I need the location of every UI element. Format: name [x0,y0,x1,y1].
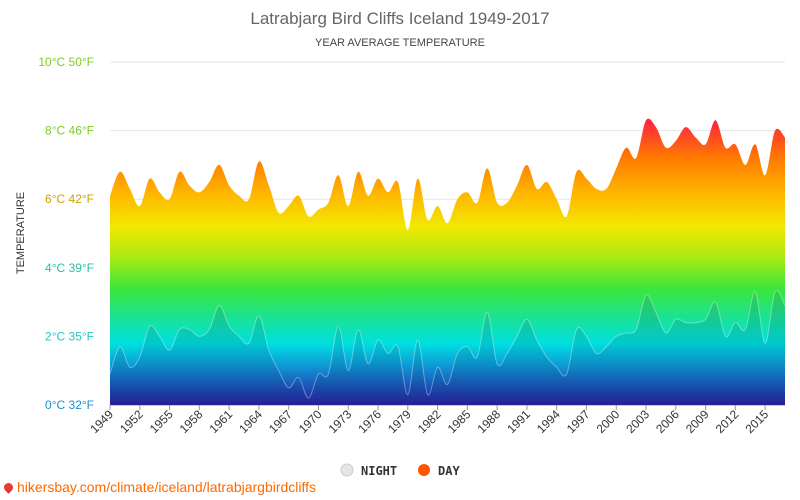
x-tick-label: 1952 [117,407,146,436]
legend-label: DAY [438,464,460,478]
x-tick-label: 1979 [385,407,414,436]
x-tick-label: 2015 [742,407,771,436]
x-tick-label: 1967 [266,407,295,436]
x-tick-label: 1961 [206,407,235,436]
x-tick-label: 1991 [504,407,533,436]
legend-item-night[interactable]: NIGHT [340,463,397,478]
series-area-night [110,290,785,405]
y-tick-label: 0°C 32°F [45,398,94,412]
x-tick-label: 1973 [326,407,355,436]
x-tick-label: 1970 [296,407,325,436]
x-axis-ticks: 1949 1952 1955 1958 1961 1964 1967 1970 1973 1976… [87,405,771,436]
chart-subtitle: YEAR AVERAGE TEMPERATURE [315,37,485,49]
y-axis-ticks: 0°C 32°F 2°C 35°F 4°C 39°F 6°C 42°F 8°C 46°F… [38,55,94,412]
y-tick-label: 8°C 46°F [45,124,94,138]
x-tick-label: 1994 [534,407,563,436]
legend-marker [418,464,430,476]
x-tick-label: 2000 [594,407,623,436]
x-tick-label: 2003 [623,407,652,436]
x-tick-label: 2012 [713,407,742,436]
location-pin-icon [2,481,15,494]
plot-areas [109,118,786,405]
series-line-night [109,290,786,399]
y-tick-label: 2°C 35°F [45,329,94,343]
y-tick-label: 6°C 42°F [45,192,94,206]
x-tick-label: 1964 [236,407,265,436]
x-tick-label: 1958 [177,407,206,436]
legend[interactable]: NIGHT DAY [340,463,460,478]
series-area-day [110,118,785,405]
chart-title: Latrabjarg Bird Cliffs Iceland 1949-2017 [250,9,549,28]
x-tick-label: 1985 [445,407,474,436]
x-tick-label: 1955 [147,407,176,436]
x-tick-label: 2006 [653,407,682,436]
x-tick-label: 1976 [355,407,384,436]
legend-item-day[interactable]: DAY [418,464,460,478]
x-tick-label: 1988 [474,407,503,436]
y-axis-label: TEMPERATURE [15,192,27,274]
y-tick-label: 10°C 50°F [38,55,94,69]
x-tick-label: 2009 [683,407,712,436]
y-tick-label: 4°C 39°F [45,261,94,275]
source-text: hikersbay.com/climate/iceland/latrabjarg… [17,479,317,495]
source-link[interactable]: hikersbay.com/climate/iceland/latrabjarg… [2,479,317,495]
x-tick-label: 1982 [415,407,444,436]
legend-marker [340,463,354,477]
legend-label: NIGHT [361,464,397,478]
x-tick-label: 1997 [564,407,593,436]
